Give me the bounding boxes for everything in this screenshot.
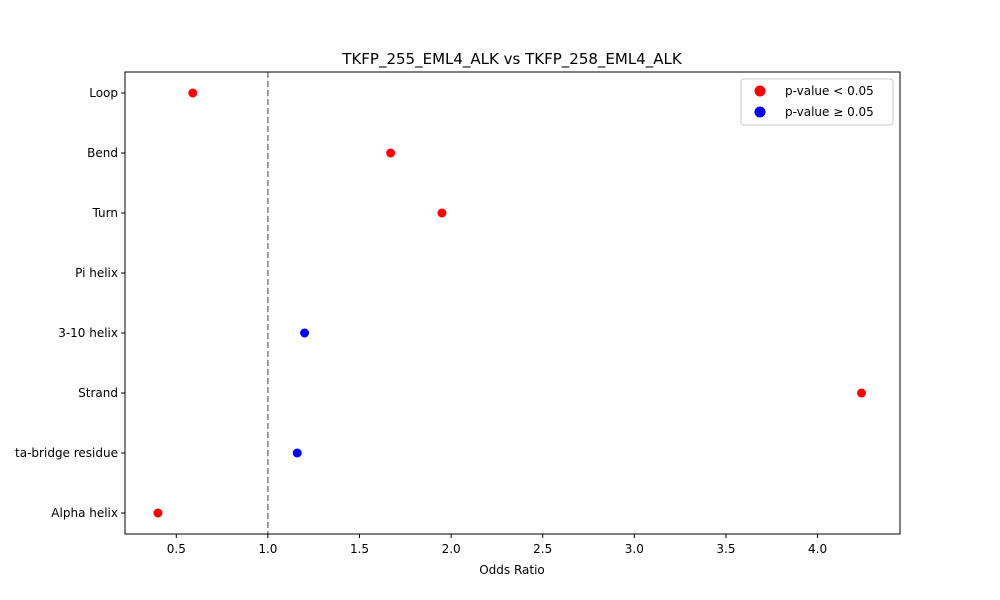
x-tick-label: 3.0 <box>625 542 644 556</box>
x-tick-label: 3.5 <box>716 542 735 556</box>
x-tick-label: 1.0 <box>258 542 277 556</box>
x-tick-label: 2.5 <box>533 542 552 556</box>
legend-marker-significant <box>754 85 766 97</box>
chart-title: TKFP_255_EML4_ALK vs TKFP_258_EML4_ALK <box>341 50 683 69</box>
x-tick-label: 2.0 <box>442 542 461 556</box>
y-tick-label: Alpha helix <box>51 506 118 520</box>
x-tick-label: 4.0 <box>808 542 827 556</box>
data-points <box>153 88 867 518</box>
x-tick-label: 0.5 <box>167 542 186 556</box>
legend-box <box>740 78 894 126</box>
data-point <box>153 508 163 518</box>
data-point <box>386 148 396 158</box>
y-tick-label: Turn <box>92 206 118 220</box>
data-point <box>292 448 302 458</box>
x-tick-label: 1.5 <box>350 542 369 556</box>
y-tick-label: Pi helix <box>75 266 118 280</box>
y-axis-ticks: Loop Bend Turn Pi helix 3-10 helix Strand ta-b… <box>15 86 125 520</box>
y-tick-label: Strand <box>78 386 118 400</box>
y-tick-label: Bend <box>87 146 118 160</box>
legend: p-value < 0.05 p-value ≥ 0.05 <box>740 78 894 126</box>
plot-frame <box>124 71 901 535</box>
y-tick-label: Loop <box>89 86 118 100</box>
legend-label-significant: p-value < 0.05 <box>785 84 874 98</box>
y-tick-label: ta-bridge residue <box>15 446 118 460</box>
data-point <box>188 88 198 98</box>
legend-label-not-significant: p-value ≥ 0.05 <box>785 105 874 119</box>
legend-marker-not-significant <box>754 106 766 118</box>
y-tick-label: 3-10 helix <box>58 326 118 340</box>
x-axis-ticks: 0.5 1.0 1.5 2.0 2.5 3.0 3.5 4.0 <box>167 534 827 556</box>
data-point <box>437 208 447 218</box>
x-axis-label: Odds Ratio <box>479 563 545 577</box>
data-point <box>857 388 867 398</box>
data-point <box>300 328 310 338</box>
